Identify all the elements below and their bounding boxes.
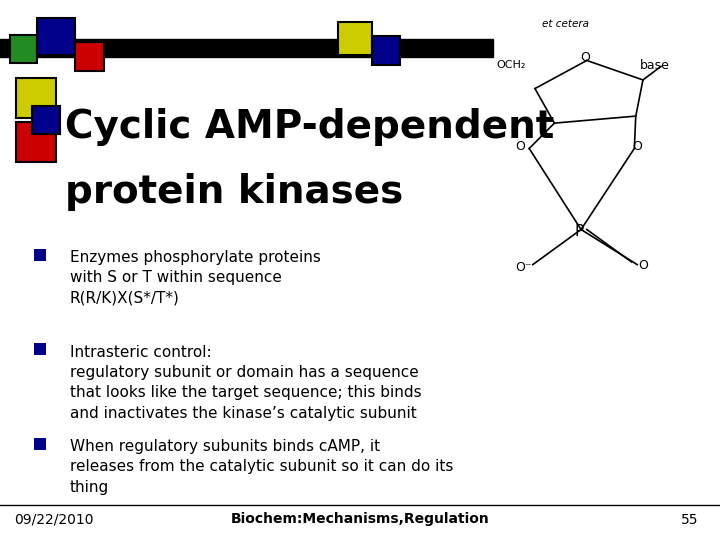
Text: 55: 55 [681, 512, 698, 526]
Bar [10, 35, 37, 63]
Text: OCH₂: OCH₂ [497, 60, 526, 70]
Text: O: O [632, 140, 642, 153]
Text: protein kinases: protein kinases [65, 173, 403, 211]
Bar [16, 78, 56, 118]
Bar [75, 42, 104, 71]
Text: Cyclic AMP-dependent: Cyclic AMP-dependent [65, 108, 554, 146]
Text: O: O [580, 51, 590, 64]
Text: O: O [516, 140, 526, 153]
Bar [372, 36, 400, 65]
Bar [34, 249, 46, 261]
Bar [16, 122, 56, 162]
Text: et cetera: et cetera [541, 19, 589, 29]
Text: Enzymes phosphorylate proteins
with S or T within sequence
R(R/K)X(S*/T*): Enzymes phosphorylate proteins with S or… [70, 250, 320, 306]
Text: Biochem:Mechanisms,Regulation: Biochem:Mechanisms,Regulation [230, 512, 490, 526]
Bar [338, 22, 372, 55]
Text: P: P [575, 224, 584, 239]
Bar [34, 343, 46, 355]
Text: O⁻: O⁻ [516, 261, 531, 274]
Bar [37, 18, 75, 55]
Bar [0, 39, 493, 57]
Text: 09/22/2010: 09/22/2010 [14, 512, 94, 526]
Bar [34, 438, 46, 450]
Text: When regulatory subunits binds cAMP, it
releases from the catalytic subunit so i: When regulatory subunits binds cAMP, it … [70, 439, 453, 495]
Text: O: O [638, 259, 648, 272]
Bar [32, 106, 60, 134]
Text: base: base [640, 59, 670, 72]
Text: Intrasteric control:
regulatory subunit or domain has a sequence
that looks like: Intrasteric control: regulatory subunit … [70, 345, 421, 421]
